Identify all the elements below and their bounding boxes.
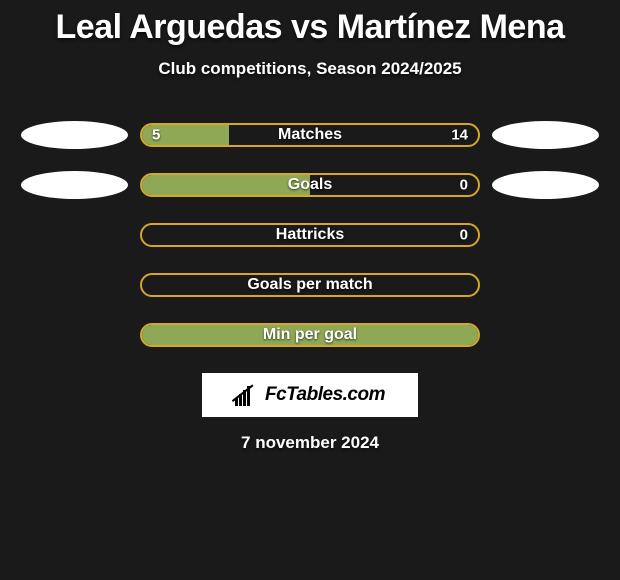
spacer bbox=[21, 221, 128, 249]
stat-label: Goals bbox=[288, 176, 332, 194]
brand-text: FcTables.com bbox=[265, 384, 385, 406]
stat-row: 5 Matches 14 bbox=[0, 121, 620, 149]
stat-label: Matches bbox=[278, 126, 342, 144]
stat-label: Hattricks bbox=[276, 226, 344, 244]
stat-bar: Min per goal bbox=[140, 323, 480, 347]
page-title: Leal Arguedas vs Martínez Mena bbox=[0, 8, 620, 47]
stats-area: 5 Matches 14 Goals 0 Hattricks bbox=[0, 121, 620, 349]
chart-icon bbox=[235, 384, 261, 406]
stat-label: Goals per match bbox=[247, 276, 372, 294]
page-subtitle: Club competitions, Season 2024/2025 bbox=[0, 59, 620, 79]
spacer bbox=[492, 221, 599, 249]
spacer bbox=[21, 271, 128, 299]
stat-row: Min per goal bbox=[0, 321, 620, 349]
stat-row: Goals 0 bbox=[0, 171, 620, 199]
stat-bar: Goals 0 bbox=[140, 173, 480, 197]
stat-left-value: 5 bbox=[152, 127, 160, 144]
spacer bbox=[492, 321, 599, 349]
stat-bar: Goals per match bbox=[140, 273, 480, 297]
stat-bar: 5 Matches 14 bbox=[140, 123, 480, 147]
stat-bar-fill bbox=[142, 175, 310, 195]
player-right-marker bbox=[492, 171, 599, 199]
stat-right-value: 14 bbox=[451, 127, 468, 144]
stat-right-value: 0 bbox=[460, 177, 468, 194]
spacer bbox=[492, 271, 599, 299]
comparison-card: Leal Arguedas vs Martínez Mena Club comp… bbox=[0, 0, 620, 453]
stat-row: Hattricks 0 bbox=[0, 221, 620, 249]
stat-label: Min per goal bbox=[263, 326, 357, 344]
stat-bar: Hattricks 0 bbox=[140, 223, 480, 247]
player-left-marker bbox=[21, 121, 128, 149]
stat-right-value: 0 bbox=[460, 227, 468, 244]
player-left-marker bbox=[21, 171, 128, 199]
stat-row: Goals per match bbox=[0, 271, 620, 299]
date-label: 7 november 2024 bbox=[0, 433, 620, 453]
brand-link[interactable]: FcTables.com bbox=[202, 373, 418, 417]
spacer bbox=[21, 321, 128, 349]
player-right-marker bbox=[492, 121, 599, 149]
